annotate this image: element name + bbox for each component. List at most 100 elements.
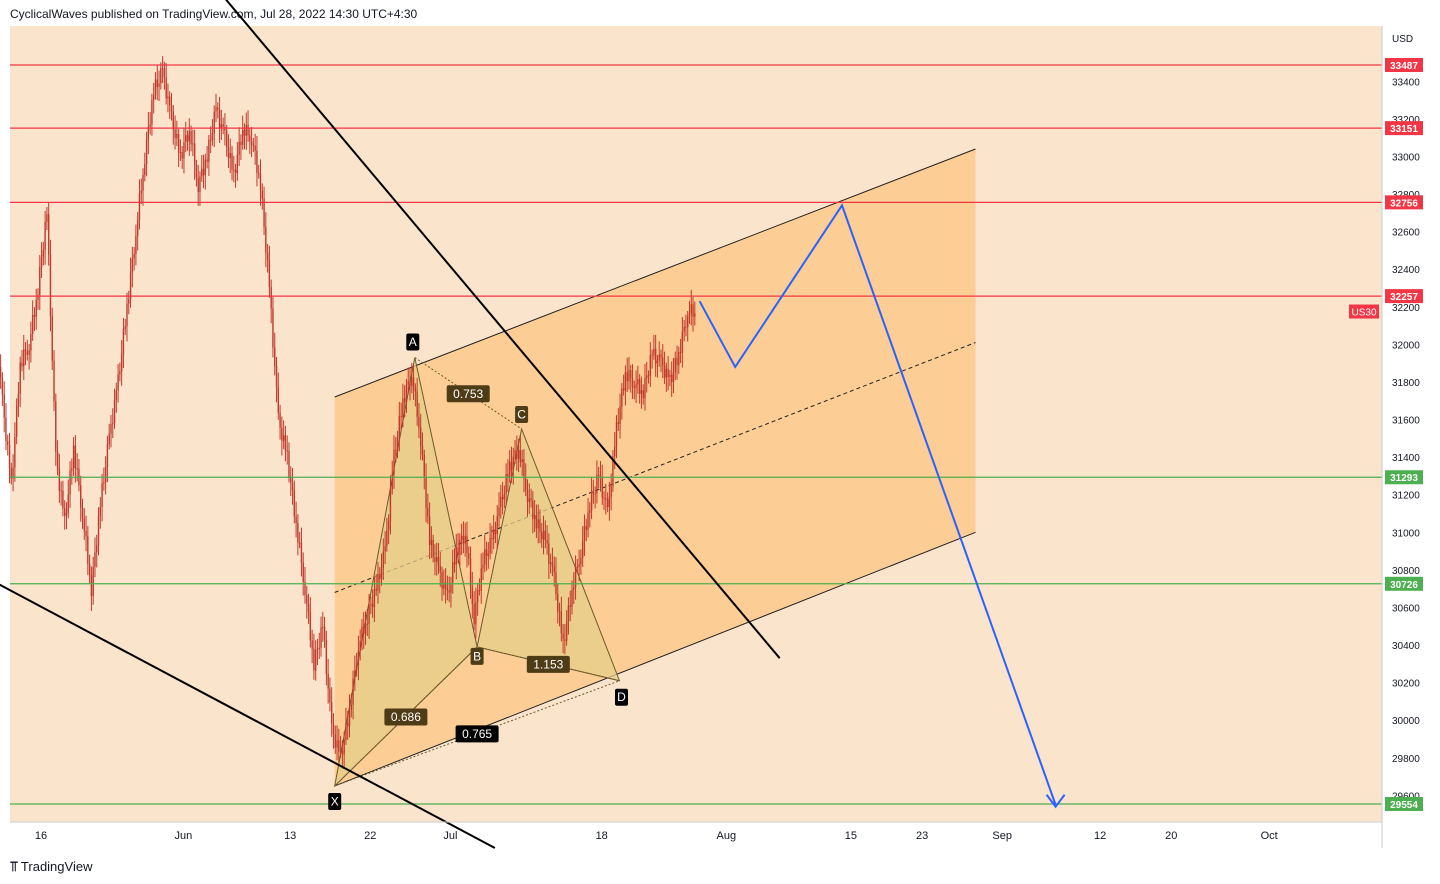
ratio-label-0-753-bg	[446, 385, 490, 403]
candle-body	[322, 626, 324, 628]
candle-body	[30, 333, 32, 351]
candle-body	[585, 526, 587, 530]
y-tick-label: 32600	[1392, 228, 1420, 239]
candle-body	[158, 83, 160, 87]
candle-body	[564, 639, 566, 641]
candle-body	[448, 590, 450, 593]
candle-body	[496, 516, 498, 535]
candle-body	[427, 507, 429, 517]
candle-body	[414, 388, 417, 392]
level-badge-text: 32756	[1390, 198, 1418, 209]
candle-body	[662, 357, 664, 366]
candle-body	[3, 394, 5, 418]
level-badge-31293	[1385, 470, 1423, 485]
candle-body	[49, 254, 52, 317]
candle-body	[434, 557, 436, 562]
pattern-point-d-bg	[615, 688, 628, 706]
y-tick-label: 33400	[1392, 77, 1420, 88]
candle-body	[468, 553, 470, 559]
candle-body	[163, 68, 166, 78]
x-tick-label: 18	[596, 830, 608, 842]
candle-body	[615, 422, 618, 447]
pattern-point-c-text: C	[517, 407, 526, 421]
candle-body	[154, 79, 157, 95]
candle-body	[491, 537, 493, 539]
publisher-header: CyclicalWaves published on TradingView.c…	[10, 7, 418, 21]
candle-body	[265, 227, 267, 253]
candle-body	[12, 467, 14, 479]
candle-body	[484, 549, 486, 565]
candle-body	[444, 582, 447, 590]
currency-label: USD	[1392, 34, 1413, 45]
candle-body	[26, 351, 29, 355]
candle-body	[92, 566, 94, 597]
candle-body	[316, 648, 319, 650]
candle-body	[653, 348, 655, 355]
x-tick-label: Jun	[175, 830, 193, 842]
x-tick-label: 22	[364, 830, 376, 842]
candle-body	[603, 497, 605, 499]
y-tick-label: 32200	[1392, 303, 1420, 314]
candle-body	[592, 491, 595, 494]
candle-body	[0, 366, 2, 378]
candle-body	[400, 415, 402, 418]
candle-body	[560, 611, 563, 634]
footer-brand[interactable]: ⫪ TradingView	[10, 858, 92, 875]
y-tick-label: 31800	[1392, 378, 1420, 389]
level-badge-33151	[1385, 121, 1423, 136]
candle-body	[644, 377, 646, 399]
candle-body	[202, 168, 205, 176]
level-badge-text: 29554	[1390, 800, 1418, 811]
x-tick-label: 12	[1094, 830, 1106, 842]
candle-body	[640, 390, 643, 394]
candle-body	[478, 590, 481, 592]
candle-body	[151, 99, 153, 125]
candle-body	[469, 558, 472, 587]
candle-body	[665, 368, 668, 378]
candle-body	[281, 427, 283, 441]
footer-brand-label: TradingView	[20, 859, 93, 874]
candle-body	[261, 190, 263, 199]
candle-body	[258, 172, 260, 174]
candle-body	[537, 519, 539, 529]
candle-body	[128, 299, 130, 304]
channel-upper-line[interactable]	[334, 148, 976, 398]
candle-body	[165, 77, 167, 99]
candle-body	[626, 372, 628, 382]
trendlines[interactable]	[0, 0, 781, 849]
candle-body	[119, 371, 121, 375]
candle-body	[391, 473, 393, 490]
pattern-point-b-bg	[470, 647, 484, 665]
horizontal-levels[interactable]	[10, 64, 1382, 805]
projection-path[interactable]	[698, 203, 1066, 809]
x-tick-label: 23	[916, 830, 928, 842]
candle-body	[638, 378, 641, 394]
candle-body	[209, 139, 212, 141]
candle-body	[233, 169, 235, 171]
projection-line[interactable]	[698, 203, 1057, 806]
candle-body	[307, 603, 310, 613]
trendline-descending-lower[interactable]	[0, 583, 496, 849]
candle-body	[621, 388, 623, 407]
candle-body	[386, 530, 388, 546]
candle-body	[649, 355, 652, 376]
pattern-point-c: C	[515, 405, 529, 423]
candle-body	[393, 449, 395, 474]
candle-body	[590, 491, 593, 511]
candle-body	[482, 564, 484, 569]
candle-body	[33, 314, 36, 317]
trendline-descending-upper[interactable]	[148, 0, 781, 659]
candle-body	[354, 670, 356, 679]
candle-body	[183, 142, 185, 159]
candle-body	[366, 623, 368, 625]
candle-body	[692, 304, 694, 317]
candle-body	[172, 111, 174, 130]
pattern-point-d-text: D	[617, 690, 626, 704]
channel-lower-line[interactable]	[334, 531, 976, 787]
candle-body	[169, 96, 171, 106]
candle-body	[514, 450, 516, 457]
candle-body	[282, 435, 285, 441]
candle-body	[35, 300, 37, 317]
candle-body	[297, 523, 299, 543]
